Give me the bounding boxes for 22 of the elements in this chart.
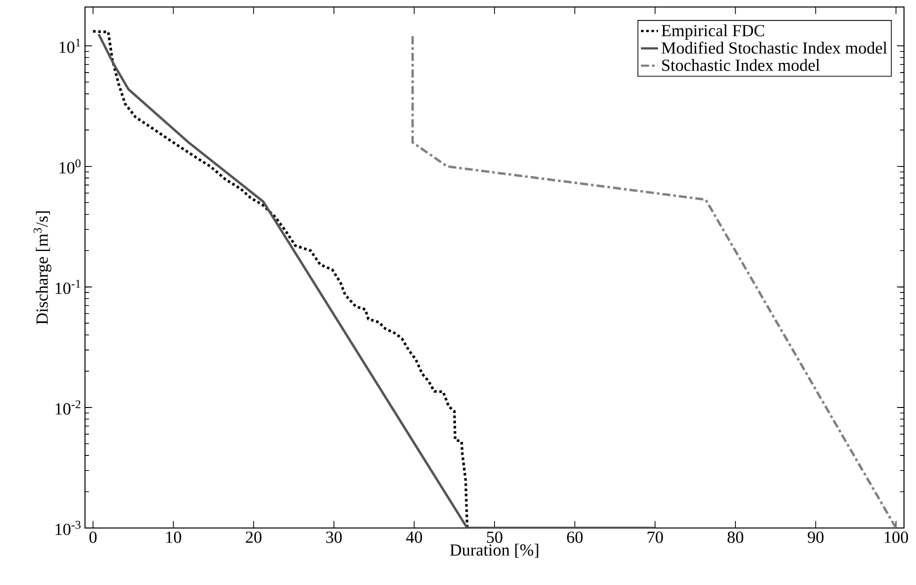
x-tick-label: 90	[808, 532, 824, 543]
x-tick-label: 20	[246, 532, 262, 543]
y-tick-label: 10$^{-3}$	[56, 520, 81, 536]
y-tick-label: 10$^{-1}$	[56, 280, 80, 294]
x-tick-label: 50	[487, 532, 502, 543]
x-tick-label: 40	[406, 532, 422, 543]
x-tick-label: 100	[884, 532, 908, 543]
y-axis-title: Discharge [m$^{3}$/s]	[34, 211, 52, 324]
y-tick-label: 10$^{0}$	[60, 159, 81, 174]
y-tick-label: 10$^{1}$	[60, 38, 80, 53]
x-tick-label: 0	[89, 532, 97, 543]
x-tick-label: 70	[648, 532, 663, 543]
x-tick-label: 10	[166, 532, 182, 543]
legend-label: Empirical FDC	[662, 24, 764, 40]
x-tick-label: 30	[326, 532, 342, 543]
x-tick-label: 80	[728, 532, 744, 543]
line-series	[97, 32, 656, 528]
legend-label: Stochastic Index model	[662, 59, 820, 71]
y-tick-label: 10$^{-2}$	[56, 400, 80, 415]
legend-label: Modified Stochastic Index model	[662, 42, 888, 54]
x-tick-label: 60	[567, 532, 583, 543]
x-axis-title: Duration [%]	[450, 544, 538, 558]
